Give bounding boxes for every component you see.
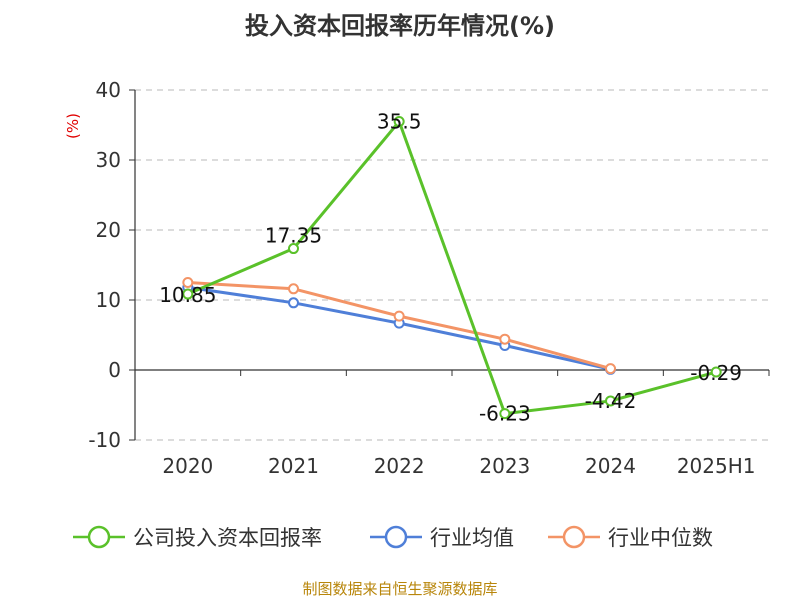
legend-label: 行业均值 [430, 526, 514, 550]
data-point [605, 363, 616, 375]
chart-title: 投入资本回报率历年情况(%) [245, 12, 555, 40]
series-line-0 [187, 120, 717, 416]
source-note: 制图数据来自恒生聚源数据库 [302, 580, 497, 598]
axes: -10 0 10 20 30 40 2020 2021 2022 2023 2024 2025H1 [88, 78, 770, 478]
data-point [288, 283, 299, 295]
data-label: 35.5 [377, 110, 422, 134]
x-tick-label: 2024 [585, 454, 636, 478]
series-layer [182, 116, 722, 420]
legend: 公司投入资本回报率 行业均值 行业中位数 [73, 525, 713, 550]
legend-swatch-marker [384, 525, 408, 549]
data-label: -6.23 [479, 402, 531, 426]
y-tick-label: 10 [96, 288, 121, 312]
x-tick-label: 2022 [374, 454, 425, 478]
data-point [393, 310, 405, 322]
data-label: 17.35 [265, 224, 322, 248]
legend-swatch-marker [87, 525, 111, 549]
data-point [499, 333, 511, 345]
data-point [182, 288, 194, 300]
y-tick-label: 30 [96, 148, 121, 172]
x-tick-label: 2021 [268, 454, 319, 478]
legend-label: 公司投入资本回报率 [133, 526, 322, 550]
y-unit-label: (%) [64, 113, 82, 139]
y-tick-label: -10 [88, 428, 121, 452]
x-tick-label: 2025H1 [677, 454, 756, 478]
data-label: 10.85 [159, 283, 216, 307]
data-point [499, 408, 511, 420]
data-label: -0.29 [690, 361, 742, 385]
data-label: -4.42 [585, 389, 637, 413]
data-labels: 10.85 17.35 35.5 -6.23 -4.42 -0.29 [159, 110, 742, 426]
data-point [182, 277, 194, 288]
data-point [393, 116, 405, 127]
y-tick-label: 40 [96, 78, 121, 102]
x-tick-label: 2020 [162, 454, 213, 478]
data-point [710, 366, 722, 378]
data-point [605, 395, 616, 407]
y-tick-label: 0 [108, 358, 121, 382]
x-tick-label: 2023 [479, 454, 530, 478]
y-tick-label: 20 [96, 218, 121, 242]
data-point [288, 297, 299, 309]
legend-swatch-marker [562, 525, 586, 549]
legend-label: 行业中位数 [608, 526, 713, 550]
grid-lines [135, 89, 769, 441]
data-point [288, 243, 299, 255]
